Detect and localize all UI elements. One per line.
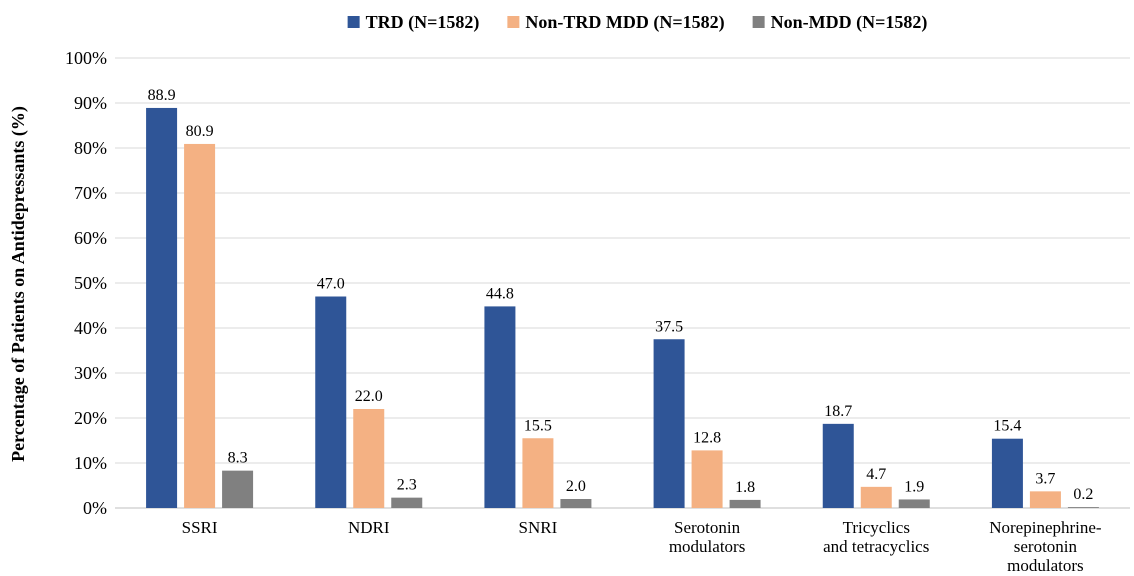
data-label: 1.9: [904, 478, 924, 495]
data-label: 0.2: [1073, 486, 1093, 503]
y-tick-label: 90%: [74, 93, 107, 113]
legend-swatch: [752, 16, 765, 28]
bar: [353, 409, 385, 508]
data-label: 37.5: [655, 318, 683, 335]
data-label: 3.7: [1035, 470, 1055, 487]
data-labels: 88.9 80.9 8.3 47.0 22.0 2.3 44.8 15.5 2.0 37.5 12.…: [148, 87, 1094, 503]
data-label: 88.9: [148, 87, 176, 104]
legend-label: TRD (N=1582): [366, 12, 480, 33]
category-label: modulators: [669, 537, 746, 556]
y-tick-label: 60%: [74, 228, 107, 248]
y-axis-title: Percentage of Patients on Antidepressant…: [8, 106, 29, 462]
bar: [560, 499, 592, 508]
y-tick-label: 70%: [74, 183, 107, 203]
data-label: 2.3: [397, 477, 417, 494]
category-label: SNRI: [519, 518, 558, 537]
category-label: modulators: [1007, 556, 1084, 575]
y-tick-label: 40%: [74, 318, 107, 338]
bar: [522, 438, 554, 508]
bar: [822, 423, 854, 508]
data-label: 8.3: [228, 450, 248, 467]
grid-lines: [115, 57, 1130, 509]
y-tick-label: 30%: [74, 363, 107, 383]
legend-item: TRD (N=1582): [347, 12, 480, 33]
bar: [184, 143, 216, 508]
data-label: 12.8: [693, 429, 721, 446]
y-tick-label: 50%: [74, 273, 107, 293]
y-tick-labels: 0% 10% 20% 30% 40% 50% 60% 70% 80% 90% 100%: [65, 48, 107, 518]
category-label: Norepinephrine-: [989, 518, 1102, 537]
legend-item: Non-TRD MDD (N=1582): [507, 12, 725, 33]
data-label: 1.8: [735, 479, 755, 496]
bar: [1067, 507, 1099, 508]
category-label: serotonin: [1014, 537, 1078, 556]
data-label: 15.5: [524, 417, 552, 434]
category-label: NDRI: [348, 518, 390, 537]
y-tick-label: 100%: [65, 48, 107, 68]
data-label: 4.7: [866, 466, 886, 483]
bar: [222, 470, 254, 508]
y-tick-label: 0%: [83, 498, 107, 518]
bar: [898, 499, 930, 508]
data-label: 18.7: [824, 403, 852, 420]
legend-swatch: [347, 16, 360, 28]
bar: [729, 499, 761, 508]
bars: [146, 107, 1099, 508]
legend: TRD (N=1582) Non-TRD MDD (N=1582) Non-MDD …: [347, 12, 928, 33]
y-tick-label: 10%: [74, 453, 107, 473]
data-label: 44.8: [486, 285, 514, 302]
y-tick-label: 20%: [74, 408, 107, 428]
bar: [391, 497, 423, 508]
data-label: 15.4: [993, 418, 1021, 435]
bar: [484, 306, 516, 508]
bar: [1029, 491, 1061, 508]
bar: [860, 486, 892, 508]
legend-label: Non-TRD MDD (N=1582): [525, 12, 724, 33]
data-label: 22.0: [355, 388, 383, 405]
legend-item: Non-MDD (N=1582): [752, 12, 928, 33]
data-label: 47.0: [317, 276, 345, 293]
bar: [146, 107, 178, 508]
y-tick-label: 80%: [74, 138, 107, 158]
category-label: SSRI: [182, 518, 218, 537]
category-label: Serotonin: [674, 518, 741, 537]
legend-label: Non-MDD (N=1582): [771, 12, 928, 33]
category-labels: SSRI NDRI SNRI SerotoninmodulatorsTricyclic…: [182, 518, 1102, 575]
category-label: Tricyclics: [843, 518, 910, 537]
data-label: 80.9: [186, 123, 214, 140]
bar: [691, 450, 723, 508]
bar: [991, 438, 1023, 508]
bar: [653, 339, 685, 508]
category-label: and tetracyclics: [823, 537, 929, 556]
bar: [315, 296, 347, 508]
legend-swatch: [507, 16, 520, 28]
data-label: 2.0: [566, 478, 586, 495]
